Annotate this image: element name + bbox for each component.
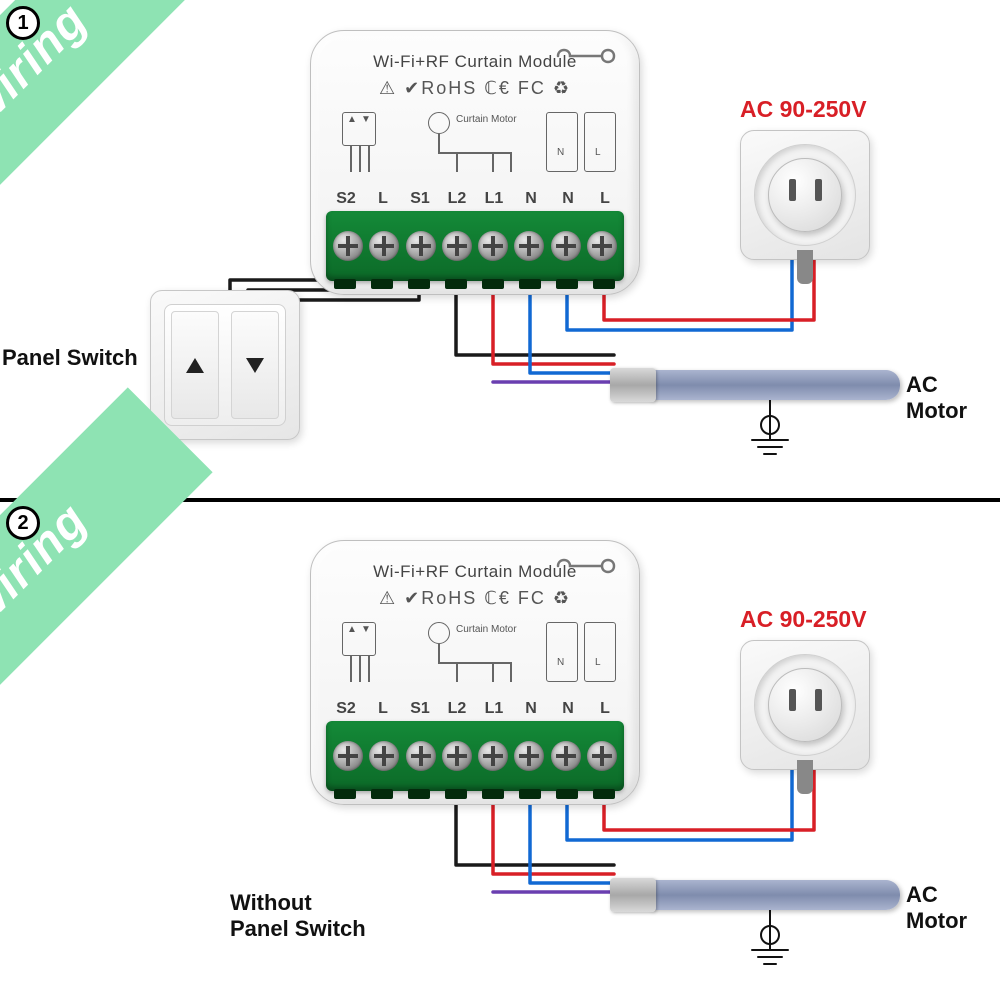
label-ac-voltage: AC 90-250V [740,96,867,123]
module-title: Wi-Fi+RF Curtain Module [310,562,640,582]
cert-icons: ⚠ ✔RoHS ℂ€ FC ♻ [310,78,640,99]
diagram-number-2: 2 [6,506,40,540]
panel-switch [150,290,300,440]
wiring-diagram-2: wiring 2 Wi-Fi+RF Curtain Module ⚠ ✔RoHS… [0,500,1000,1000]
module-mini-diagram: ▲ ▼ Curtain Motor N L [310,622,640,692]
label-ac-motor: AC Motor [906,882,1000,934]
terminal-block [326,211,624,281]
curtain-module: Wi-Fi+RF Curtain Module ⚠ ✔RoHS ℂ€ FC ♻ … [310,540,640,805]
switch-up-button[interactable] [171,311,219,419]
cert-icons: ⚠ ✔RoHS ℂ€ FC ♻ [310,588,640,609]
curtain-module: Wi-Fi+RF Curtain Module ⚠ ✔RoHS ℂ€ FC ♻ … [310,30,640,295]
ac-outlet [740,640,870,770]
label-ac-motor: AC Motor [906,372,1000,424]
module-mini-diagram: ▲ ▼ Curtain Motor N L [310,112,640,182]
label-without-panel-switch: Without Panel Switch [230,890,366,942]
module-title: Wi-Fi+RF Curtain Module [310,52,640,72]
switch-down-button[interactable] [231,311,279,419]
diagram-number-1: 1 [6,6,40,40]
terminal-block [326,721,624,791]
ac-motor [610,370,900,400]
ac-outlet [740,130,870,260]
label-panel-switch: Panel Switch [2,345,138,371]
ac-motor [610,880,900,910]
terminal-labels: S2 L S1 L2 L1 N N L [310,700,640,722]
label-ac-voltage: AC 90-250V [740,606,867,633]
wiring-diagram-1: wiring 1 Wi-Fi+RF Curtain Module ⚠ ✔RoHS… [0,0,1000,500]
terminal-labels: S2 L S1 L2 L1 N N L [310,190,640,212]
